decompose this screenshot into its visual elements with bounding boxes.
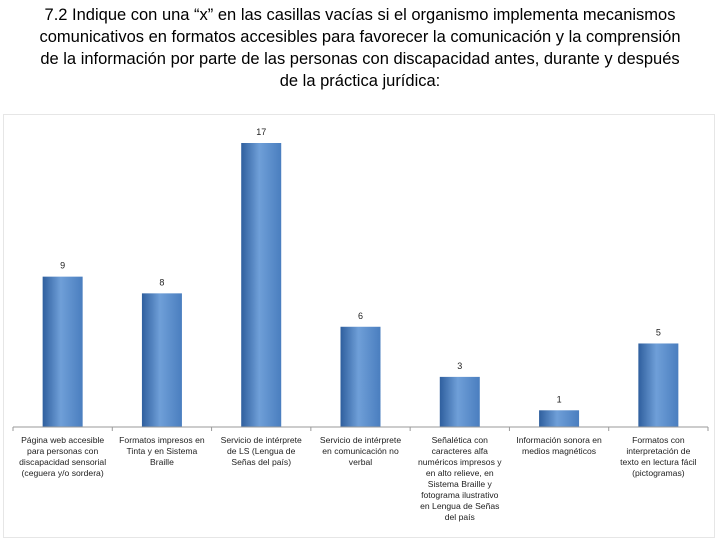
data-label: 6: [358, 311, 363, 321]
category-label-line: medios magnéticos: [522, 446, 596, 456]
category-label-line: verbal: [349, 457, 372, 467]
category-label-line: interpretación de: [626, 446, 690, 456]
bar: [638, 343, 679, 427]
bar: [340, 326, 381, 427]
data-label: 3: [457, 361, 462, 371]
category-label-line: fotograma ilustrativo: [421, 490, 499, 500]
category-label-line: Formatos con: [632, 435, 685, 445]
category-label-line: en alto relieve, en: [426, 468, 494, 478]
data-label: 5: [656, 327, 661, 337]
category-label-line: texto en lectura fácil: [620, 457, 697, 467]
title-line: de la práctica jurídica:: [279, 72, 441, 90]
category-label-line: Servicio de intérprete: [221, 435, 302, 445]
chart-frame: [3, 114, 715, 538]
category-label-line: (pictogramas): [632, 468, 685, 478]
data-label: 17: [256, 127, 266, 137]
category-label-line: Braille: [150, 457, 174, 467]
title-line: de la información por parte de las perso…: [40, 50, 680, 68]
category-label: Información sonora en medios magnéticos: [516, 435, 602, 456]
title-line: 7.2 Indique con una “x” en las casillas …: [44, 6, 676, 24]
category-label-line: Página web accesible: [21, 435, 104, 445]
data-label: 9: [60, 261, 65, 271]
category-label: Servicio de intérprete de LS (Lengua de Se…: [221, 435, 302, 467]
category-label-line: Sistema Braille y: [428, 479, 493, 489]
bar: [141, 293, 182, 427]
bar: [241, 143, 282, 427]
category-label-line: para personas con: [27, 446, 98, 456]
category-label-line: en comunicación no: [322, 446, 399, 456]
category-label-line: Señalética con: [432, 435, 489, 445]
data-label: 1: [557, 394, 562, 404]
title-line: comunicativos en formatos accesibles par…: [39, 28, 681, 46]
bar: [539, 410, 580, 427]
category-label: Formatos con interpretación de texto en le…: [620, 435, 697, 478]
category-label-line: en Lengua de Señas: [420, 501, 499, 511]
bar: [42, 276, 83, 427]
chart-title: 7.2 Indique con una “x” en las casillas …: [0, 4, 720, 92]
category-label-line: discapacidad sensorial: [19, 457, 106, 467]
category-label-line: del país: [445, 512, 475, 522]
category-label-line: caracteres alfa: [432, 446, 489, 456]
category-label-line: de LS (Lengua de: [227, 446, 296, 456]
category-label-line: Tinta y en Sistema: [126, 446, 197, 456]
category-label-line: Servicio de intérprete: [320, 435, 401, 445]
category-label: Formatos impresos en Tinta y en Sistema Br…: [119, 435, 205, 467]
category-label: Página web accesible para personas con dis…: [19, 435, 106, 478]
category-label-line: Formatos impresos en: [119, 435, 205, 445]
category-label: Señalética con caracteres alfa numéricos i…: [418, 435, 502, 522]
data-label: 8: [159, 277, 164, 287]
category-label: Servicio de intérprete en comunicación no…: [320, 435, 401, 467]
bar: [439, 376, 480, 427]
category-label-line: (ceguera y/o sordera): [22, 468, 104, 478]
category-label-line: Señas del país): [231, 457, 291, 467]
category-label-line: Información sonora en: [516, 435, 602, 445]
category-label-line: numéricos impresos y: [418, 457, 502, 467]
